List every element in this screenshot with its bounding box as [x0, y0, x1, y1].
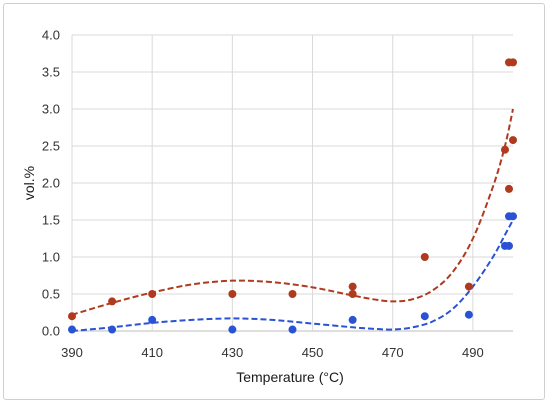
y-tick-label: 0.5: [42, 287, 60, 302]
chart-frame: [3, 3, 545, 400]
data-point-series-1: [148, 290, 157, 298]
data-point-series-1: [68, 312, 76, 321]
data-point-series-1: [509, 58, 517, 67]
y-tick-label: 2.5: [42, 139, 60, 154]
data-point-series-1: [348, 282, 357, 291]
y-axis-title: vol.%: [21, 166, 37, 200]
x-axis-title: Temperature (°C): [236, 369, 344, 385]
data-point-series-1: [500, 145, 509, 154]
data-point-series-2: [68, 325, 76, 334]
data-point-series-2: [108, 325, 117, 334]
x-tick-label: 470: [382, 345, 404, 360]
x-tick-label: 450: [302, 345, 324, 360]
y-tick-label: 0.0: [42, 324, 60, 339]
y-tick-label: 3.0: [42, 102, 60, 117]
data-point-series-2: [464, 310, 473, 319]
data-point-series-2: [228, 325, 237, 334]
y-axis-tick-labels: 0.0 0.5 1.0 1.5 2.0 2.5 3.0 3.5 4.0: [42, 28, 60, 339]
data-point-series-1: [288, 290, 297, 298]
data-point-series-2: [420, 312, 429, 321]
trendlines: [71, 108, 514, 332]
data-point-series-1: [509, 136, 517, 145]
data-point-series-2: [148, 315, 157, 324]
data-point-series-1: [348, 290, 357, 298]
y-tick-label: 3.5: [42, 65, 60, 80]
data-point-series-1: [464, 282, 473, 291]
y-tick-label: 1.5: [42, 213, 60, 228]
x-axis-tick-labels: 390 410 430 450 470 490: [61, 345, 484, 360]
data-point-series-1: [228, 290, 237, 298]
x-tick-label: 430: [222, 345, 244, 360]
gridlines: [71, 34, 513, 332]
y-tick-label: 4.0: [42, 28, 60, 43]
data-points: [68, 58, 517, 334]
y-tick-label: 2.0: [42, 176, 60, 191]
x-tick-label: 490: [462, 345, 484, 360]
x-tick-label: 390: [61, 345, 83, 360]
data-point-series-2: [288, 325, 297, 334]
y-tick-label: 1.0: [42, 250, 60, 265]
data-point-series-2: [348, 315, 357, 324]
data-point-series-2: [509, 212, 517, 221]
data-point-series-2: [504, 241, 513, 250]
data-point-series-1: [504, 184, 513, 193]
trendline-series-2: [71, 219, 514, 332]
data-point-series-1: [420, 253, 429, 261]
x-tick-label: 410: [141, 345, 163, 360]
data-point-series-1: [108, 297, 117, 306]
trendline-series-1: [71, 108, 514, 316]
